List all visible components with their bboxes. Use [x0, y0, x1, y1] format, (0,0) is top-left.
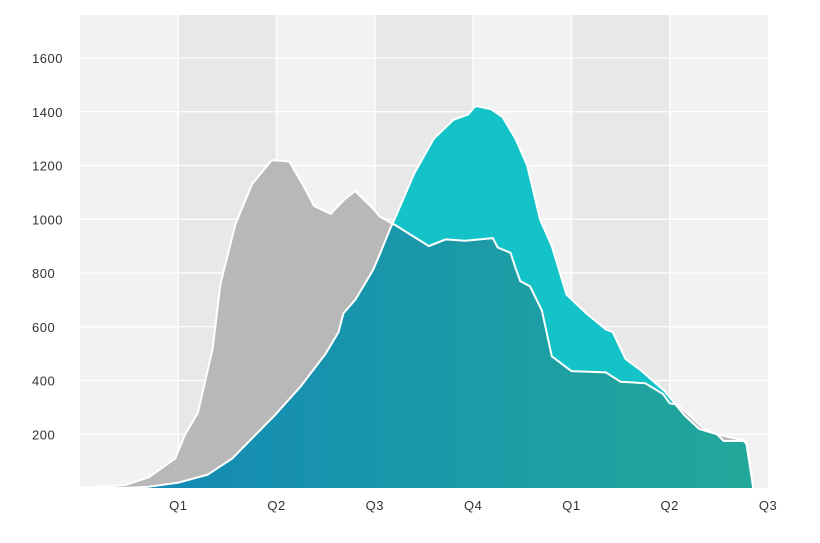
series-gray-line	[79, 159, 755, 489]
area-layers	[79, 105, 755, 489]
x-tick-label: Q2	[661, 498, 679, 513]
column-band	[80, 15, 179, 488]
x-tick-label: Q1	[562, 498, 580, 513]
series-teal-line	[80, 105, 755, 489]
y-tick-label: 600	[32, 320, 55, 335]
y-tick-label: 1200	[32, 159, 63, 174]
y-tick-label: 200	[32, 427, 55, 442]
x-axis-labels: Q1 Q2 Q3 Q4 Q1 Q2 Q3	[169, 498, 777, 513]
x-tick-label: Q1	[169, 498, 187, 513]
y-tick-label: 1000	[32, 212, 63, 227]
x-tick-label: Q4	[464, 498, 482, 513]
y-tick-label: 800	[32, 266, 55, 281]
x-tick-label: Q2	[267, 498, 285, 513]
x-tick-label: Q3	[759, 498, 777, 513]
column-band	[669, 15, 768, 488]
y-axis-labels: 200 400 600 800 1000 1200 1400 1600	[32, 51, 63, 442]
y-tick-label: 1600	[32, 51, 63, 66]
y-tick-label: 400	[32, 374, 55, 389]
y-tick-label: 1400	[32, 105, 63, 120]
x-tick-label: Q3	[366, 498, 384, 513]
series-overlap-area	[80, 160, 754, 488]
